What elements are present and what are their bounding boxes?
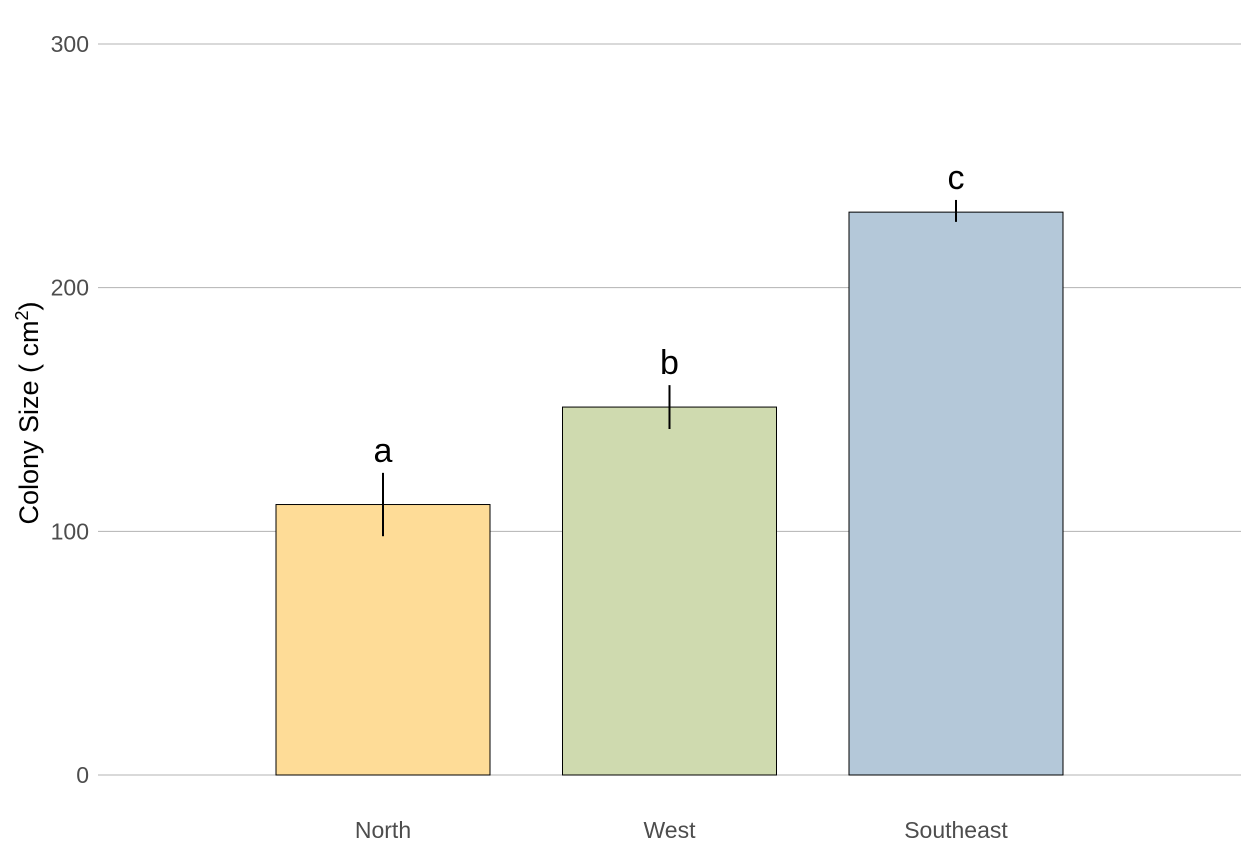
y-tick-label: 0 — [76, 762, 89, 788]
x-tick-label-southeast: Southeast — [904, 817, 1008, 843]
y-axis-title-main: Colony Size ( cm — [14, 320, 44, 524]
x-tick-label-west: West — [644, 817, 697, 843]
y-tick-label: 300 — [51, 31, 89, 57]
significance-label-c: c — [948, 159, 965, 197]
y-axis-title-superscript: 2 — [12, 310, 32, 320]
bar-southeast — [848, 211, 1064, 776]
y-tick-label: 200 — [51, 275, 89, 301]
y-axis-title-close: ) — [14, 301, 44, 310]
x-tick-label-north: North — [355, 817, 411, 843]
y-tick-labels: 0 100 200 300 — [51, 31, 89, 788]
significance-label-a: a — [374, 432, 393, 470]
bar-north — [275, 504, 491, 776]
y-axis-title: Colony Size ( cm2) — [12, 301, 44, 524]
x-tick-labels: North West Southeast — [355, 817, 1009, 843]
bars — [275, 211, 1064, 776]
error-bars — [382, 199, 957, 537]
y-tick-label: 100 — [51, 518, 89, 544]
significance-labels: a b c — [374, 159, 965, 470]
significance-label-b: b — [660, 344, 679, 382]
bar-west — [562, 406, 777, 776]
